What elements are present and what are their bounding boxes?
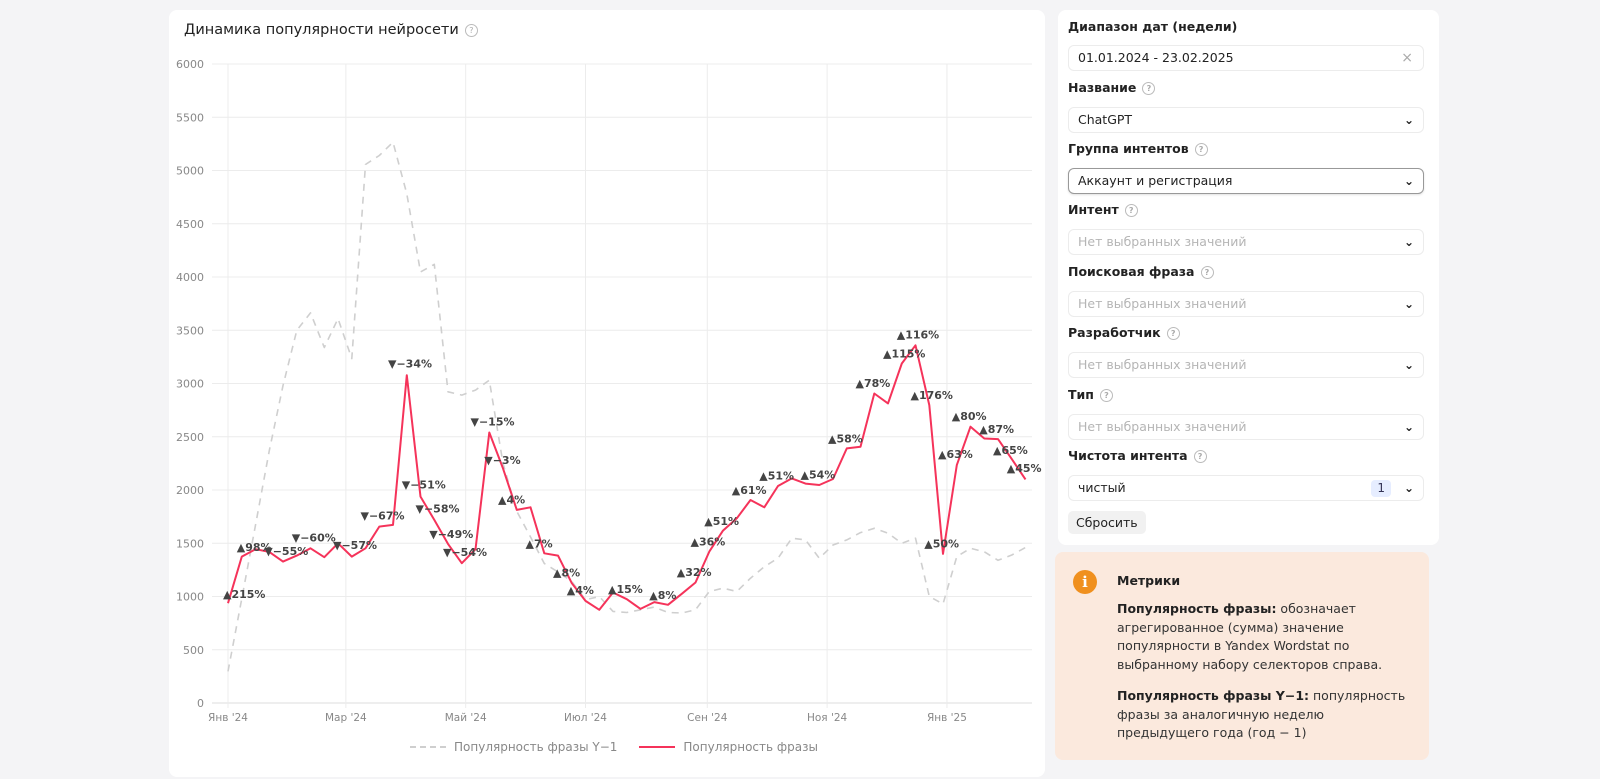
help-icon[interactable]: ?: [1193, 450, 1207, 463]
selected-count-badge: 1: [1371, 480, 1391, 497]
legend-label: Популярность фразы Y−1: [454, 740, 618, 754]
type-select[interactable]: Нет выбранных значений ⌄: [1068, 414, 1424, 440]
intent-label: Интент?: [1068, 202, 1138, 217]
filters-panel: [1058, 10, 1439, 545]
chart-title-text: Динамика популярности нейросети: [184, 22, 459, 38]
date-range-label: Диапазон дат (недели): [1068, 19, 1238, 34]
chart-card: [169, 10, 1045, 777]
legend-label: Популярность фразы: [683, 740, 818, 754]
chart-title: Динамика популярности нейросети?: [184, 22, 478, 38]
dashed-line-swatch: [410, 746, 446, 748]
help-icon[interactable]: ?: [1166, 327, 1180, 340]
chevron-down-icon: ⌄: [1403, 420, 1414, 434]
date-range-input[interactable]: 01.01.2024 - 23.02.2025 ×: [1068, 45, 1424, 71]
chevron-down-icon: ⌄: [1403, 235, 1414, 249]
chevron-down-icon: ⌄: [1403, 113, 1414, 127]
search-phrase-select[interactable]: Нет выбранных значений ⌄: [1068, 291, 1424, 317]
placeholder: Нет выбранных значений: [1078, 296, 1247, 311]
intent-purity-value: чистый: [1078, 480, 1126, 495]
help-icon[interactable]: ?: [1099, 389, 1113, 402]
metric-description-popularity: Популярность фразы: обозначает агрегиров…: [1117, 601, 1383, 672]
chevron-down-icon: ⌄: [1403, 481, 1414, 495]
developer-select[interactable]: Нет выбранных значений ⌄: [1068, 352, 1424, 378]
metric-description-popularity-y1: Популярность фразы Y−1: популярность фра…: [1117, 688, 1406, 740]
metrics-info-box: [1055, 552, 1429, 760]
placeholder: Нет выбранных значений: [1078, 234, 1247, 249]
name-label: Название?: [1068, 80, 1156, 95]
help-icon[interactable]: ?: [1124, 204, 1138, 217]
developer-label: Разработчик?: [1068, 325, 1180, 340]
intent-select[interactable]: Нет выбранных значений ⌄: [1068, 229, 1424, 255]
name-select[interactable]: ChatGPT ⌄: [1068, 107, 1424, 133]
search-phrase-label: Поисковая фраза?: [1068, 264, 1214, 279]
intent-group-select[interactable]: Аккаунт и регистрация ⌄: [1068, 168, 1424, 194]
chevron-down-icon: ⌄: [1403, 297, 1414, 311]
name-value: ChatGPT: [1078, 112, 1133, 127]
info-icon: i: [1073, 570, 1097, 594]
help-icon[interactable]: ?: [464, 24, 478, 37]
placeholder: Нет выбранных значений: [1078, 419, 1247, 434]
clear-icon[interactable]: ×: [1401, 50, 1413, 66]
reset-button[interactable]: Сбросить: [1068, 511, 1146, 534]
intent-group-label: Группа интентов?: [1068, 141, 1208, 156]
help-icon[interactable]: ?: [1142, 82, 1156, 95]
intent-purity-label: Чистота интента?: [1068, 448, 1207, 463]
intent-group-value: Аккаунт и регистрация: [1078, 173, 1233, 188]
type-label: Тип?: [1068, 387, 1113, 402]
legend-item-prev-year[interactable]: Популярность фразы Y−1: [410, 740, 617, 754]
legend-item-current[interactable]: Популярность фразы: [639, 740, 818, 754]
legend: Популярность фразы Y−1 Популярность фраз…: [410, 740, 818, 754]
date-range-value: 01.01.2024 - 23.02.2025: [1078, 50, 1234, 65]
solid-line-swatch: [639, 746, 676, 748]
help-icon[interactable]: ?: [1200, 266, 1214, 279]
chevron-down-icon: ⌄: [1403, 358, 1414, 372]
metrics-title: Метрики: [1117, 573, 1181, 588]
help-icon[interactable]: ?: [1194, 143, 1208, 156]
chevron-down-icon: ⌄: [1403, 174, 1414, 188]
placeholder: Нет выбранных значений: [1078, 357, 1247, 372]
intent-purity-select[interactable]: чистый 1 ⌄: [1068, 475, 1424, 501]
